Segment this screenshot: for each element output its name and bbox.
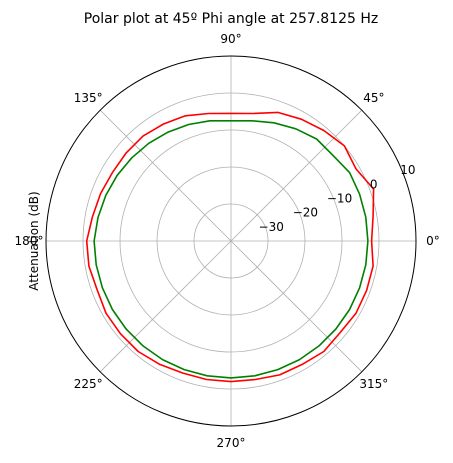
- theta-gridline-45: [230, 109, 363, 242]
- theta-gridline-225: [99, 240, 232, 373]
- y-axis-label: Attenuation (dB): [27, 191, 41, 290]
- theta-tick-label-0: 0°: [426, 234, 440, 248]
- r-gridline: [82, 92, 380, 390]
- theta-gridline-315: [230, 240, 363, 373]
- r-tick-label: −10: [327, 192, 352, 206]
- theta-tick-label-135: 135°: [74, 91, 103, 105]
- r-tick-label: 10: [400, 163, 415, 177]
- series-line-2: [85, 111, 375, 383]
- r-tick-label: −20: [293, 206, 318, 220]
- r-gridline: [119, 129, 343, 353]
- series-line-1: [93, 120, 369, 379]
- theta-tick-label-180: 180°: [15, 234, 44, 248]
- plot-frame: [45, 55, 417, 427]
- theta-tick-label-270: 270°: [217, 436, 246, 450]
- theta-tick-label-315: 315°: [359, 377, 388, 391]
- theta-tick-label-45: 45°: [363, 91, 384, 105]
- r-gridline: [156, 166, 306, 316]
- polar-grid: [46, 56, 416, 426]
- series-group: [85, 111, 375, 383]
- r-tick-label: −30: [259, 220, 284, 234]
- r-tick-label: 0: [370, 177, 378, 191]
- theta-tick-label-225: 225°: [74, 377, 103, 391]
- chart-title: Polar plot at 45º Phi angle at 257.8125 …: [84, 11, 378, 27]
- tick-labels: 0° 45° 90° 135° 180° 225° 270° 315° −30 −20 −10 0 10: [15, 32, 440, 450]
- theta-gridline-135: [99, 109, 232, 242]
- theta-tick-label-90: 90°: [220, 32, 241, 46]
- r-gridline: [193, 203, 269, 279]
